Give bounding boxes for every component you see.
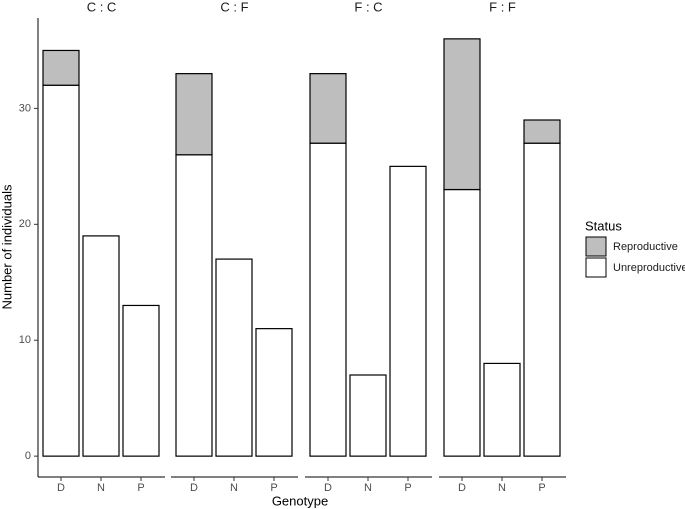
x-tick-label: D — [57, 482, 65, 494]
x-tick-label: P — [404, 482, 411, 494]
facet-title: C : C — [87, 0, 117, 14]
bar-segment — [389, 165, 427, 457]
bar-segment — [523, 142, 561, 457]
legend-key — [585, 236, 607, 257]
legend-label: Unreproductive — [613, 262, 685, 274]
x-tick-label: N — [97, 482, 105, 494]
bar-segment — [122, 304, 160, 457]
bar-segment — [309, 73, 347, 144]
y-tick-label: 0 — [25, 450, 31, 462]
bar-segment — [443, 38, 481, 191]
bar-segment — [443, 188, 481, 457]
x-tick-label: D — [458, 482, 466, 494]
x-tick-label: P — [270, 482, 277, 494]
x-tick-label: N — [364, 482, 372, 494]
facet-title: F : C — [354, 0, 382, 14]
x-tick-label: P — [137, 482, 144, 494]
x-axis-title: Genotype — [272, 493, 328, 508]
x-tick-label: P — [538, 482, 545, 494]
x-tick-label: N — [230, 482, 238, 494]
bar-segment — [82, 235, 120, 457]
bar-segment — [42, 49, 80, 86]
bar-segment — [255, 328, 293, 457]
bar-segment — [349, 374, 387, 457]
legend-label: Reproductive — [613, 241, 678, 253]
facet-title: F : F — [489, 0, 516, 14]
x-tick-label: D — [324, 482, 332, 494]
bar-segment — [523, 119, 561, 144]
x-tick-label: D — [190, 482, 198, 494]
y-tick-label: 30 — [19, 102, 31, 114]
x-tick-label: N — [498, 482, 506, 494]
facet-title: C : F — [220, 0, 248, 14]
y-axis-title: Number of individuals — [0, 184, 14, 310]
y-tick-label: 20 — [19, 218, 31, 230]
bar-segment — [215, 258, 253, 457]
y-tick-label: 10 — [19, 334, 31, 346]
legend-title: Status — [585, 218, 622, 233]
bar-segment — [42, 84, 80, 457]
bar-segment — [175, 154, 213, 457]
bar-segment — [483, 362, 521, 457]
bar-segment — [309, 142, 347, 457]
bar-segment — [175, 73, 213, 156]
legend-key — [585, 257, 607, 278]
